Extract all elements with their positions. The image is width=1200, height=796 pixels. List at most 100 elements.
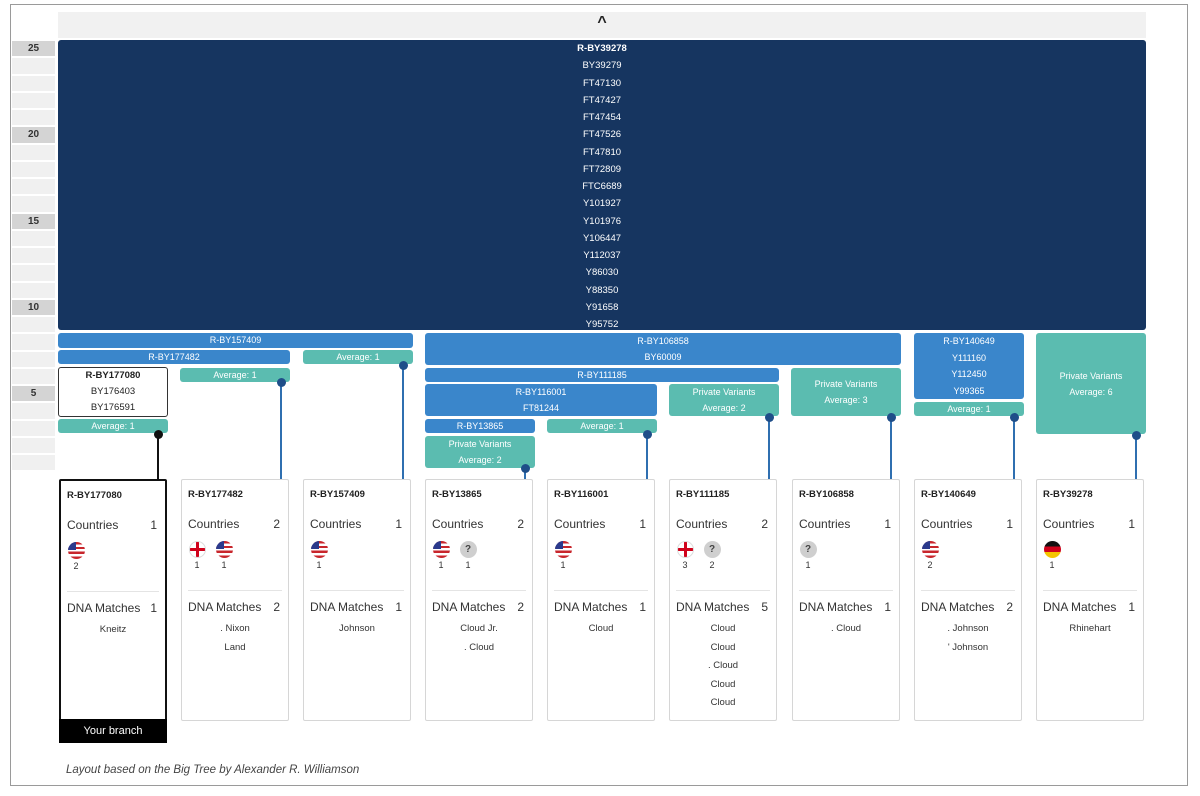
match-name[interactable]: . Cloud (463, 641, 495, 653)
connector-dot (277, 378, 286, 387)
branch-card[interactable]: R-BY140649 Countries 1 2 DNA Matches 2 . Johns… (914, 479, 1022, 721)
countries-count: 2 (517, 517, 524, 531)
country-flag-item[interactable]: 1 (188, 541, 206, 570)
dna-matches-count: 2 (1006, 600, 1013, 614)
dna-matches-count: 1 (639, 600, 646, 614)
match-name[interactable]: Cloud (710, 678, 736, 690)
average-by116001[interactable]: Average: 1 (547, 419, 657, 433)
block-r-by111185[interactable]: R-BY111185 (425, 368, 779, 382)
card-title: R-BY177482 (188, 489, 243, 500)
connector-line (157, 434, 159, 480)
branch-card[interactable]: R-BY13865 Countries 2 1? 1 DNA Matches 2 Cloud … (425, 479, 533, 721)
block-r-by140649[interactable]: R-BY140649 Y111160 Y112450 Y99365 (914, 333, 1024, 399)
card-divider (799, 590, 893, 591)
block-label: R-BY106858 (637, 336, 689, 346)
card-divider (67, 591, 159, 592)
average-by177482[interactable]: Average: 1 (180, 368, 290, 382)
pv-average: Average: 6 (1069, 386, 1113, 397)
connector-line (280, 383, 282, 480)
country-flag-item[interactable]: 1 (310, 541, 328, 570)
us-flag-icon (554, 541, 572, 558)
match-name[interactable]: Cloud (710, 641, 736, 653)
match-name[interactable]: Cloud Jr. (460, 623, 498, 634)
chevron-up-icon[interactable]: ^ (597, 14, 607, 31)
country-count: 1 (465, 560, 471, 570)
block-r-by106858[interactable]: R-BY106858 BY60009 (425, 333, 901, 365)
countries-label: Countries (554, 517, 606, 531)
snp-label: FT47427 (582, 94, 622, 106)
country-flag-item[interactable]: ? 1 (799, 541, 817, 570)
match-name[interactable]: Cloud (710, 697, 736, 708)
country-flag-item[interactable]: 3 (676, 541, 694, 570)
block-r-by13865[interactable]: R-BY13865 (425, 419, 535, 433)
country-flag-item[interactable]: 1 (432, 541, 450, 570)
match-name[interactable]: Rhinehart (1069, 623, 1111, 634)
pv-average: Average: 2 (458, 455, 502, 465)
match-name[interactable]: . Nixon (220, 623, 250, 634)
country-count: 1 (560, 560, 566, 570)
country-count: 2 (73, 561, 79, 571)
unknown-country-icon: ? (459, 541, 477, 558)
countries-count: 1 (1006, 517, 1013, 531)
england-flag-icon (188, 541, 206, 558)
haplogroup-block-r-by39278[interactable]: R-BY39278 BY39279 FT47130 FT47427 FT47454 FT4… (58, 40, 1146, 330)
block-snp: Y112450 (951, 369, 987, 379)
match-name[interactable]: Land (224, 641, 246, 653)
block-r-by177080[interactable]: R-BY177080 BY176403 BY176591 (58, 367, 168, 417)
match-name[interactable]: Cloud (710, 623, 736, 634)
connector-dot (154, 430, 163, 439)
connector-dot (765, 413, 774, 422)
branch-card[interactable]: R-BY111185 Countries 2 3? 2 DNA Matches 5 Cloud… (669, 479, 777, 721)
country-count: 1 (438, 560, 444, 570)
branch-card[interactable]: R-BY106858 Countries 1? 1 DNA Matches 1. Clou… (792, 479, 900, 721)
branch-card[interactable]: R-BY177080 Countries 1 2 DNA Matches 1 Kneitz Y… (59, 479, 167, 743)
branch-card[interactable]: R-BY157409 Countries 1 1 DNA Matches 1 Johnson (303, 479, 411, 721)
average-by140649[interactable]: Average: 1 (914, 402, 1024, 416)
dna-matches-label: DNA Matches (799, 600, 873, 614)
country-flag-item[interactable]: 1 (554, 541, 572, 570)
flag-list: 2 (921, 541, 939, 570)
dna-matches-label: DNA Matches (310, 600, 384, 614)
country-flag-item[interactable]: 1 (215, 541, 233, 570)
country-flag-item[interactable]: 2 (921, 541, 939, 570)
match-name[interactable]: . Johnson (947, 623, 989, 634)
country-flag-item[interactable]: ? 2 (703, 541, 721, 570)
country-flag-item[interactable]: 1 (1043, 541, 1061, 570)
match-name[interactable]: . Cloud (830, 623, 862, 634)
collapse-bar[interactable]: ^ (58, 12, 1146, 38)
branch-card[interactable]: R-BY177482 Countries 2 1 1 DNA Matches 2. Nixo… (181, 479, 289, 721)
country-flag-item[interactable]: ? 1 (459, 541, 477, 570)
unknown-country-icon: ? (703, 541, 721, 558)
match-name[interactable]: Kneitz (99, 624, 127, 635)
branch-card[interactable]: R-BY39278 Countries 1 1 DNA Matches 1 Rhinehar… (1036, 479, 1144, 721)
private-variants-by106858[interactable]: Private Variants Average: 3 (791, 368, 901, 416)
match-name[interactable]: Johnson (339, 623, 375, 634)
block-r-by157409[interactable]: R-BY157409 (58, 333, 413, 348)
match-name[interactable]: Cloud (588, 623, 614, 634)
block-label: R-BY13865 (456, 421, 504, 431)
branch-card[interactable]: R-BY116001 Countries 1 1 DNA Matches 1 Cloud (547, 479, 655, 721)
private-variants-by39278[interactable]: Private Variants Average: 6 (1036, 333, 1146, 434)
average-by157409[interactable]: Average: 1 (303, 350, 413, 364)
private-variants-by111185[interactable]: Private Variants Average: 2 (669, 384, 779, 416)
snp-label: FT47130 (582, 77, 622, 89)
ruler-row (12, 368, 55, 384)
us-flag-icon (67, 542, 85, 559)
countries-label: Countries (921, 517, 973, 531)
block-r-by177482[interactable]: R-BY177482 (58, 350, 290, 364)
snp-label: FT72809 (582, 163, 622, 175)
average-by177080[interactable]: Average: 1 (58, 419, 168, 433)
match-name-list: Cloud (548, 620, 654, 639)
private-variants-by13865[interactable]: Private Variants Average: 2 (425, 436, 535, 468)
average-label: Average: 1 (91, 421, 135, 431)
card-title: R-BY106858 (799, 489, 854, 500)
match-name[interactable]: ' Johnson (947, 641, 989, 653)
footer-credit: Layout based on the Big Tree by Alexande… (66, 764, 360, 776)
ruler-row (12, 92, 55, 108)
country-flag-item[interactable]: 2 (67, 542, 85, 571)
pv-average: Average: 2 (702, 403, 746, 413)
block-r-by116001[interactable]: R-BY116001 FT81244 (425, 384, 657, 416)
ruler-row (12, 403, 55, 419)
match-name[interactable]: . Cloud (707, 660, 739, 671)
dna-matches-label: DNA Matches (188, 600, 262, 614)
